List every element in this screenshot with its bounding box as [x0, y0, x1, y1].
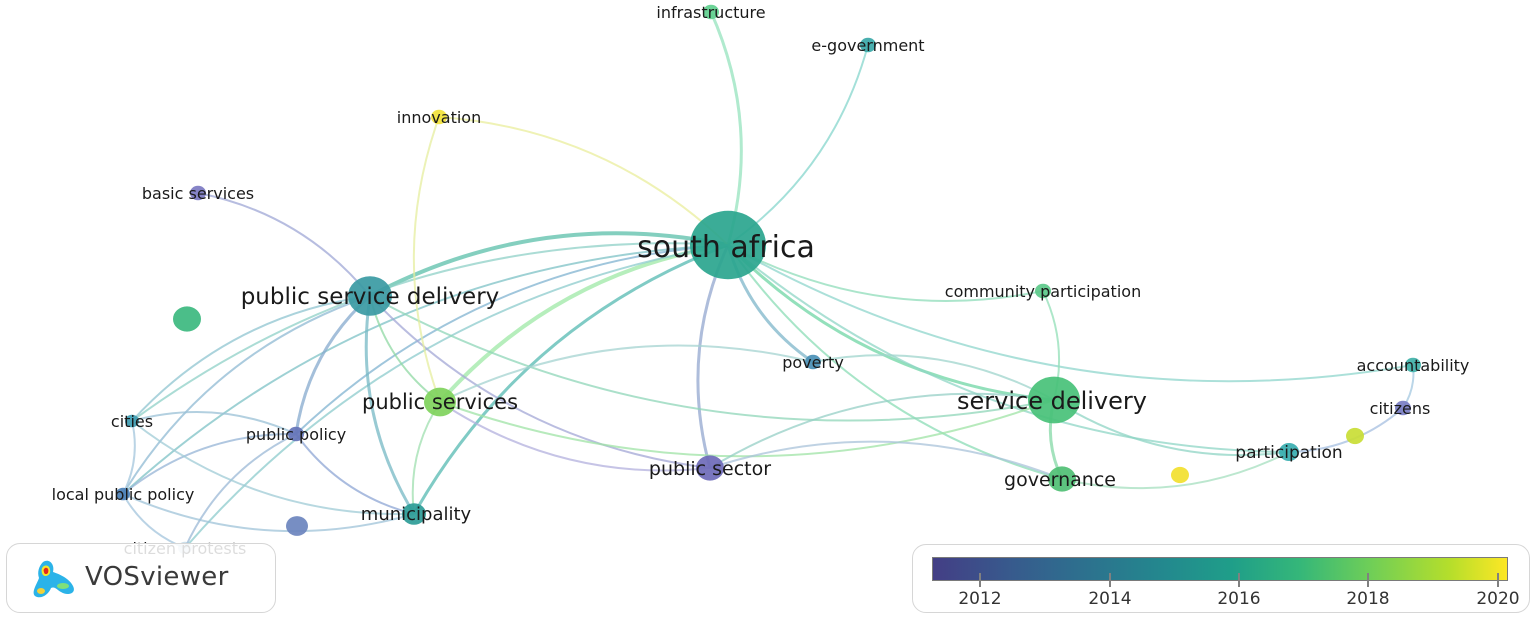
label-public-sector[interactable]: public sector [649, 458, 771, 480]
legend-tick-mark [1497, 573, 1499, 587]
edge-governance-public-sector [709, 440, 1063, 480]
label-e-government[interactable]: e-government [811, 36, 924, 55]
edge-cities-municipality [131, 420, 415, 516]
vosviewer-logo-box: VOSviewer [6, 543, 276, 613]
label-governance[interactable]: governance [1004, 469, 1116, 491]
edge-south-africa-infrastructure [709, 11, 743, 246]
legend-tick-label: 2020 [1476, 589, 1520, 609]
edge-public-policy-cities [131, 411, 297, 435]
edge-south-africa-municipality [412, 243, 729, 515]
label-south-africa[interactable]: south africa [637, 230, 815, 265]
edge-south-africa-community-participation [727, 244, 1044, 302]
node-local-public-policy[interactable] [116, 487, 130, 501]
node-unlabeled-20[interactable] [173, 306, 201, 332]
edge-public-policy-municipality [295, 433, 415, 515]
label-poverty[interactable]: poverty [782, 353, 844, 372]
edge-south-africa-participation [727, 244, 1290, 453]
label-community-participation[interactable]: community participation [945, 282, 1141, 301]
label-public-policy[interactable]: public policy [246, 425, 346, 444]
edge-local-public-policy-cities [122, 420, 136, 495]
legend-tick-mark [1238, 573, 1240, 587]
node-community-participation[interactable] [1035, 283, 1051, 299]
node-accountability[interactable] [1405, 357, 1421, 373]
vosviewer-logo-icon [33, 560, 74, 598]
edge-south-africa-public-policy [295, 244, 729, 435]
label-cities[interactable]: cities [111, 412, 153, 431]
node-unlabeled-22[interactable] [1171, 466, 1189, 484]
edge-public-service-delivery-public-policy [294, 294, 372, 435]
edge-south-africa-service-delivery [726, 243, 1055, 402]
edge-service-delivery-participation [1053, 399, 1290, 457]
labels-layer: south africa public service delivery servi… [52, 3, 1470, 558]
node-citizens[interactable] [1395, 400, 1411, 416]
edge-public-services-public-sector [439, 401, 711, 472]
nodes-layer [116, 4, 1421, 555]
label-service-delivery[interactable]: service delivery [957, 387, 1147, 415]
legend-tick-label: 2014 [1088, 589, 1132, 609]
color-scale-bar [932, 557, 1508, 581]
legend-tick-label: 2012 [958, 589, 1002, 609]
edge-public-policy-citizen-protests [184, 433, 297, 549]
edge-public-service-delivery-basic-services [197, 192, 371, 297]
label-innovation[interactable]: innovation [397, 108, 481, 127]
node-public-sector[interactable] [696, 455, 724, 481]
node-unlabeled-23[interactable] [1346, 427, 1364, 445]
legend-tick-mark [1367, 573, 1369, 587]
edge-public-service-delivery-public-sector [369, 295, 711, 469]
edge-public-service-delivery-local-public-policy [122, 295, 371, 495]
edge-service-delivery-public-sector [709, 392, 1055, 469]
edge-south-africa-public-service-delivery [369, 231, 729, 298]
node-cities[interactable] [125, 414, 139, 428]
vosviewer-logo-text: VOSviewer [85, 562, 229, 592]
legend-tick-mark [1109, 573, 1111, 587]
legend-tick-mark [979, 573, 981, 587]
node-public-policy[interactable] [288, 426, 304, 442]
edge-public-policy-local-public-policy [122, 432, 297, 495]
edge-south-africa-e-government [727, 44, 869, 246]
edge-public-service-delivery-municipality [364, 295, 416, 515]
label-public-services[interactable]: public services [362, 390, 518, 414]
node-public-service-delivery[interactable] [348, 276, 392, 316]
node-public-services[interactable] [424, 387, 456, 417]
label-municipality[interactable]: municipality [361, 504, 472, 525]
legend-tick-label: 2018 [1346, 589, 1390, 609]
edge-governance-participation [1061, 451, 1290, 490]
edge-innovation-public-services [412, 116, 441, 403]
edge-public-service-delivery-service-delivery [369, 295, 1055, 422]
node-governance[interactable] [1048, 466, 1076, 492]
legend-tick-label: 2016 [1217, 589, 1261, 609]
label-citizens[interactable]: citizens [1370, 399, 1431, 418]
node-basic-services[interactable] [190, 185, 206, 201]
label-local-public-policy[interactable]: local public policy [52, 485, 195, 504]
edge-local-public-policy-municipality [122, 493, 415, 533]
edge-south-africa-innovation [438, 116, 729, 246]
node-innovation[interactable] [431, 109, 447, 125]
node-participation[interactable] [1279, 443, 1299, 461]
edge-public-services-municipality [411, 401, 441, 515]
label-participation[interactable]: participation [1235, 443, 1342, 463]
label-public-service-delivery[interactable]: public service delivery [241, 284, 500, 310]
node-poverty[interactable] [805, 354, 821, 370]
color-scale-legend: 2012 2014 2016 2018 2020 [912, 544, 1530, 613]
node-infrastructure[interactable] [703, 4, 719, 20]
label-accountability[interactable]: accountability [1357, 356, 1470, 375]
node-municipality[interactable] [402, 503, 426, 525]
node-e-government[interactable] [860, 37, 876, 53]
edge-public-service-delivery-cities [131, 295, 371, 422]
label-infrastructure[interactable]: infrastructure [656, 3, 765, 22]
node-unlabeled-21[interactable] [286, 516, 308, 536]
edge-poverty-public-services [439, 344, 814, 403]
edge-south-africa-citizen-protests [184, 244, 729, 549]
edge-south-africa-local-public-policy [122, 244, 729, 495]
edge-service-delivery-poverty [812, 354, 1055, 401]
node-south-africa[interactable] [690, 210, 766, 280]
node-service-delivery[interactable] [1028, 376, 1080, 424]
label-basic-services[interactable]: basic services [142, 184, 254, 203]
